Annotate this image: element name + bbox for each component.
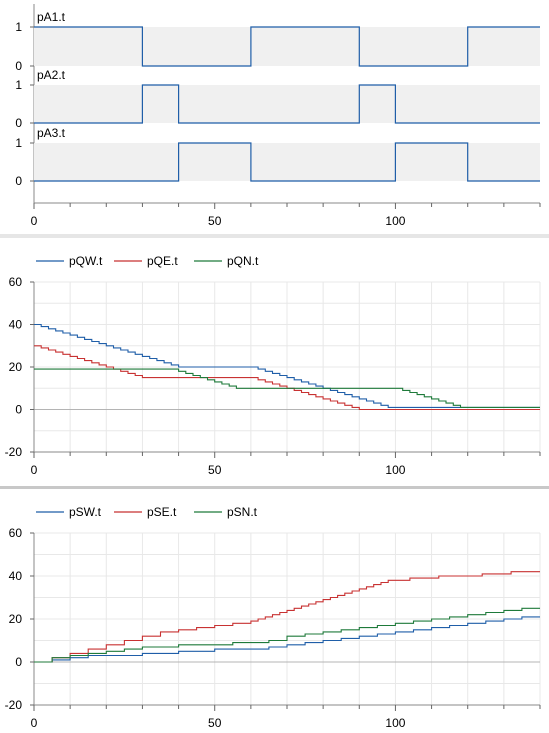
series-line xyxy=(34,616,540,663)
signal-band xyxy=(34,85,540,123)
signal-line xyxy=(34,142,540,182)
x-tick-label: 0 xyxy=(31,214,38,228)
y-tick-label: 0 xyxy=(15,59,22,73)
signal-label: pA1.t xyxy=(37,10,66,24)
y-tick-label: -20 xyxy=(5,698,23,712)
y-tick-label: 40 xyxy=(9,318,23,332)
series-line xyxy=(34,368,540,408)
panel-separator-1[interactable] xyxy=(0,234,549,238)
x-tick-label: 50 xyxy=(208,716,222,730)
legend-label: pQW.t xyxy=(69,254,103,268)
series-line xyxy=(34,323,540,408)
y-tick-label: 1 xyxy=(15,20,22,34)
x-tick-label: 100 xyxy=(385,463,405,477)
series-line xyxy=(34,345,540,411)
ps-plot-panel: -20 0 20 40 60 0 50 100 pSW.t pSE.t pSN.t xyxy=(5,505,541,730)
series-line xyxy=(34,571,540,663)
y-tick-label: 20 xyxy=(9,360,23,374)
y-tick-label: 60 xyxy=(9,275,23,289)
signal-label: pA2.t xyxy=(37,68,66,82)
x-tick-label: 0 xyxy=(31,716,38,730)
pq-plot-panel: -20 0 20 40 60 0 50 100 pQW.t pQE.t pQN.t xyxy=(5,254,541,477)
y-tick-label: 1 xyxy=(15,136,22,150)
legend-label: pSE.t xyxy=(147,505,177,519)
legend-label: pQE.t xyxy=(147,254,178,268)
signal-band xyxy=(34,143,540,181)
signal-line xyxy=(34,26,540,67)
panel-separator-2[interactable] xyxy=(0,486,549,489)
y-tick-label: 0 xyxy=(15,655,22,669)
y-tick-label: 0 xyxy=(15,174,22,188)
y-tick-label: 20 xyxy=(9,612,23,626)
x-tick-label: 100 xyxy=(385,214,405,228)
x-tick-label: 100 xyxy=(385,716,405,730)
signal-band xyxy=(34,27,540,66)
y-tick-label: 40 xyxy=(9,569,23,583)
y-tick-label: -20 xyxy=(5,445,23,459)
legend-label: pSW.t xyxy=(69,505,102,519)
signal-label: pA3.t xyxy=(37,126,66,140)
y-tick-label: 1 xyxy=(15,78,22,92)
legend-label: pQN.t xyxy=(227,254,259,268)
y-tick-label: 0 xyxy=(15,403,22,417)
legend-label: pSN.t xyxy=(227,505,258,519)
series-line xyxy=(34,607,540,663)
y-tick-label: 0 xyxy=(15,116,22,130)
x-tick-label: 50 xyxy=(208,463,222,477)
signal-line xyxy=(34,84,540,124)
x-tick-label: 0 xyxy=(31,463,38,477)
y-tick-label: 60 xyxy=(9,526,23,540)
x-tick-label: 50 xyxy=(208,214,222,228)
